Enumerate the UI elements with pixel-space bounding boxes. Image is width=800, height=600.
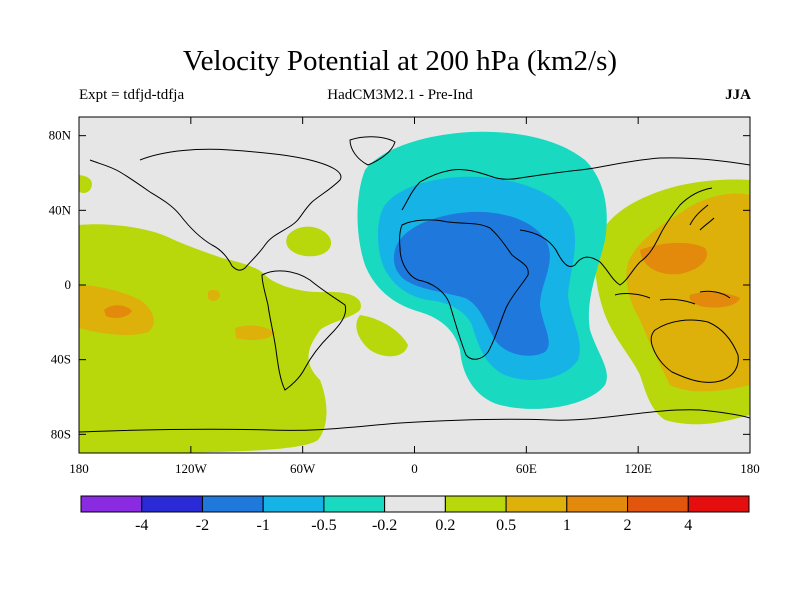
contour-green-west [79,224,361,453]
colorbar-swatch [627,495,689,513]
coastlines [79,136,750,433]
season-label: JJA [725,87,751,103]
lat-tick-label: 80N [49,128,72,143]
contour-green-south-atlantic [356,315,408,357]
antarctica-coast [79,409,750,433]
colorbar-label: 1 [563,517,571,534]
contour-orange-east [626,193,750,392]
colorbar-label: -2 [196,517,209,534]
contour-neg-1 [393,211,550,356]
lat-tick-label: 0 [65,277,72,292]
colorbar-swatch [505,495,568,513]
lon-tick-label: 0 [411,461,418,476]
model-label: HadCM3M2.1 - Pre-Ind [327,87,473,103]
lon-tick-label: 120E [624,461,652,476]
colorbar-swatch [201,495,264,513]
colorbar-swatch [323,495,386,513]
colorbar-label: 4 [684,517,692,534]
contour-green-west-2 [79,175,92,194]
lat-tick-label: 40N [49,202,72,217]
indonesia-coast [614,290,731,305]
lat-tick-label: 40S [51,352,71,367]
contour-darkorange-pacific [104,305,132,319]
europe-coast [401,157,750,211]
lon-tick-label: 180 [740,461,760,476]
contour-orange-small [208,289,220,301]
lon-tick-label: 120W [175,461,208,476]
colorbar-label: -0.2 [372,517,397,534]
greenland-coast [349,136,396,166]
latitude-axis: 80N 40N 0 40S 80S [49,128,750,441]
japan-coast [689,204,715,231]
colorbar-swatch [444,495,507,513]
colorbar-label: 0.5 [496,517,516,534]
lat-tick-label: 80S [51,426,71,441]
colorbar-label: -4 [135,517,148,534]
experiment-label: Expt = tdfjd-tdfja [79,87,185,103]
lon-tick-label: 60W [290,461,316,476]
contour-green-atlantic-patch [286,226,332,257]
lon-tick-label: 180 [69,461,89,476]
contour-fill-layer [79,117,750,453]
colorbar-label: 0.2 [435,517,455,534]
australia-coast [650,319,739,383]
colorbar-swatch [141,495,203,513]
colorbar-label: 2 [624,517,632,534]
asia-south-coast [519,187,713,286]
chart-title: Velocity Potential at 200 hPa (km2/s) [182,45,618,77]
north-america-coast [89,148,342,271]
colorbar-swatch [80,495,143,513]
lon-tick-label: 60E [516,461,537,476]
colorbar-label: -0.5 [311,517,336,534]
colorbar-swatch [262,495,325,513]
south-america-coast [261,270,347,391]
africa-coast [399,219,529,360]
longitude-axis: 180 120W 60W 0 60E 120E 180 [69,117,760,476]
colorbar-swatch [566,495,629,513]
colorbar: -4 -2 -1 -0.5 -0.2 0.2 0.5 1 2 4 [80,495,750,534]
contour-darkorange-asia [640,242,708,275]
colorbar-swatch [687,495,750,513]
contour-orange-eqpacific [235,325,275,341]
colorbar-swatch [384,495,446,513]
colorbar-label: -1 [257,517,270,534]
